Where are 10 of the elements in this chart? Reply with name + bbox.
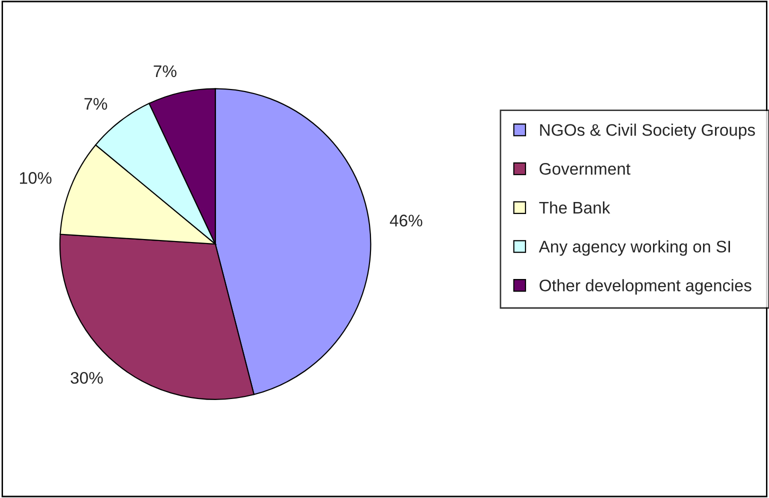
data-label: 46% [390, 214, 422, 226]
data-label: 7% [154, 65, 176, 78]
legend-label: Any agency working on SI [538, 240, 730, 256]
legend-label: NGOs & Civil Society Groups [540, 124, 755, 140]
data-label: 10% [20, 172, 52, 184]
legend-label: Government [540, 162, 630, 175]
legend-label: Other development agencies [540, 279, 752, 295]
data-label: 7% [84, 98, 108, 110]
legend-label: The Bank [539, 201, 610, 214]
data-label: 30% [70, 372, 103, 384]
